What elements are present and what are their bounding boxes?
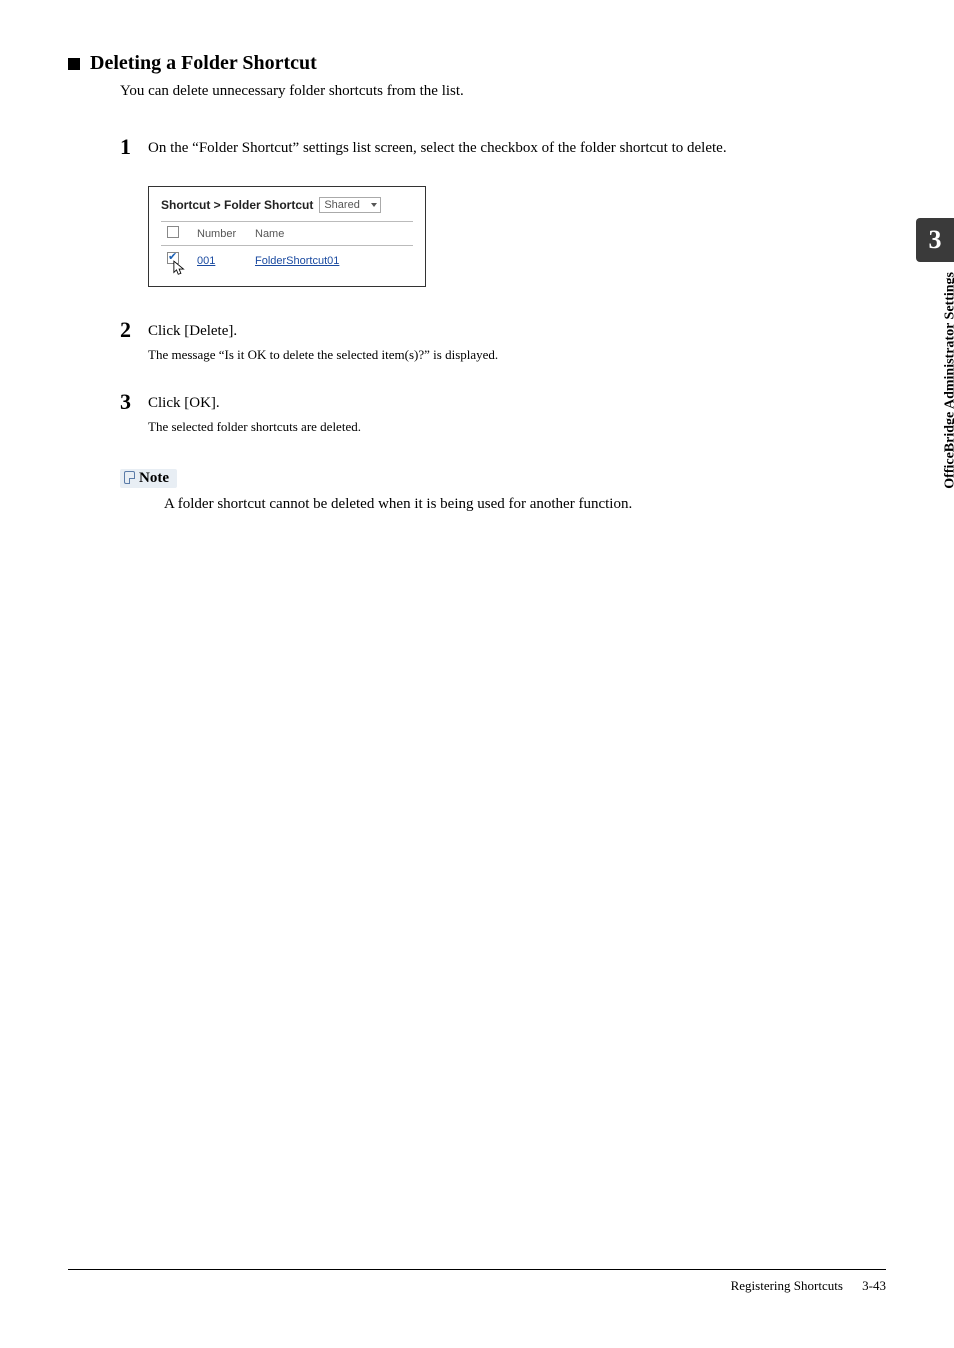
header-checkbox[interactable] xyxy=(167,226,179,238)
col-name: Name xyxy=(249,222,413,246)
row-name[interactable]: FolderShortcut01 xyxy=(249,246,413,275)
step-text: Click [OK]. xyxy=(148,389,220,415)
dropdown-value: Shared xyxy=(324,199,359,211)
note-icon xyxy=(124,471,135,484)
chapter-number: 3 xyxy=(929,225,942,255)
step-number: 3 xyxy=(120,389,148,415)
cursor-icon xyxy=(173,260,187,278)
step-text: Click [Delete]. xyxy=(148,317,237,343)
chapter-tab: 3 xyxy=(916,218,954,262)
page-content: Deleting a Folder Shortcut You can delet… xyxy=(0,0,954,573)
chapter-label: OfficeBridge Administrator Settings xyxy=(943,272,954,489)
section-title-text: Deleting a Folder Shortcut xyxy=(90,52,317,75)
footer-page: 3-43 xyxy=(862,1278,886,1293)
shortcut-table: Number Name 001 FolderShortc xyxy=(161,221,413,274)
intro-text: You can delete unnecessary folder shortc… xyxy=(120,83,886,100)
note-label-text: Note xyxy=(139,470,169,486)
step-subtext: The message “Is it OK to delete the sele… xyxy=(148,347,886,363)
note-label: Note xyxy=(120,469,177,488)
step-subtext: The selected folder shortcuts are delete… xyxy=(148,419,886,435)
breadcrumb: Shortcut > Folder Shortcut xyxy=(161,198,313,212)
shortcut-panel: Shortcut > Folder Shortcut Shared Number… xyxy=(148,186,426,287)
footer-title: Registering Shortcuts xyxy=(731,1278,843,1293)
chevron-down-icon xyxy=(371,203,377,207)
table-row: 001 FolderShortcut01 xyxy=(161,246,413,275)
row-number[interactable]: 001 xyxy=(191,246,249,275)
step-1: 1 On the “Folder Shortcut” settings list… xyxy=(120,134,886,160)
step-number: 1 xyxy=(120,134,148,160)
section-heading: Deleting a Folder Shortcut xyxy=(68,52,886,75)
page-footer: Registering Shortcuts 3-43 xyxy=(68,1269,886,1294)
shared-dropdown[interactable]: Shared xyxy=(319,197,381,213)
step-text: On the “Folder Shortcut” settings list s… xyxy=(148,134,727,160)
step-2: 2 Click [Delete]. The message “Is it OK … xyxy=(120,317,886,363)
step-number: 2 xyxy=(120,317,148,343)
col-number: Number xyxy=(191,222,249,246)
bullet-icon xyxy=(68,58,80,70)
note-text: A folder shortcut cannot be deleted when… xyxy=(164,496,886,513)
step-3: 3 Click [OK]. The selected folder shortc… xyxy=(120,389,886,435)
